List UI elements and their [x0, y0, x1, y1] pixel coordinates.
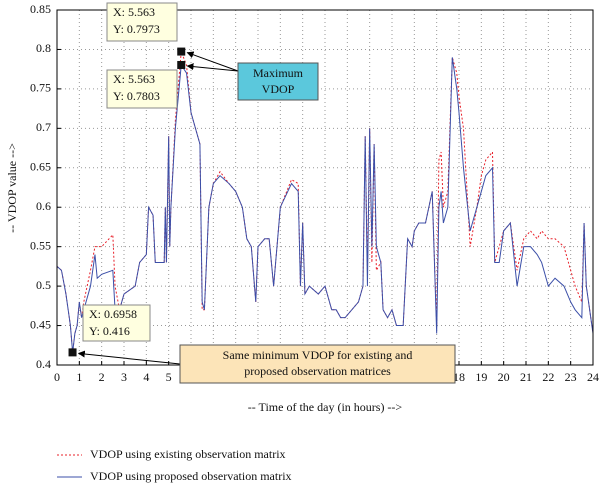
- callout-text: Maximum: [253, 66, 304, 80]
- x-tick-label: 3: [121, 370, 127, 384]
- legend-label: VDOP using proposed observation matrix: [90, 469, 292, 483]
- callout-text: proposed observation matrices: [244, 364, 391, 378]
- arrow: [186, 51, 239, 72]
- series-line: [56, 57, 594, 353]
- x-tick-label: 18: [453, 370, 465, 384]
- x-tick-label: 1: [76, 370, 82, 384]
- datatip-box: [82, 304, 151, 342]
- y-tick-label: 0.85: [30, 2, 51, 16]
- datatip-marker: [68, 348, 77, 357]
- x-tick-label: 21: [520, 370, 532, 384]
- x-tick-label: 24: [587, 370, 599, 384]
- datatip-box: [106, 69, 178, 109]
- x-tick-label: 4: [143, 370, 149, 384]
- y-axis-label: -- VDOP value -->: [5, 143, 19, 233]
- callout-text: Same minimum VDOP for existing and: [223, 348, 413, 362]
- x-tick-label: 22: [542, 370, 554, 384]
- x-tick-label: 0: [54, 370, 60, 384]
- datatip-marker: [177, 47, 186, 56]
- datatip-text: Y: 0.416: [89, 324, 130, 338]
- y-tick-label: 0.75: [30, 81, 51, 95]
- x-tick-label: 23: [565, 370, 577, 384]
- y-tick-label: 0.5: [36, 278, 51, 292]
- legend-label: VDOP using existing observation matrix: [90, 447, 286, 461]
- datatip-text: X: 5.563: [113, 72, 155, 86]
- datatip-text: Y: 0.7973: [113, 22, 160, 36]
- callout-box: [179, 344, 456, 384]
- y-tick-label: 0.7: [36, 120, 51, 134]
- arrow: [77, 350, 181, 365]
- x-tick-label: 2: [99, 370, 105, 384]
- y-tick-label: 0.45: [30, 317, 51, 331]
- callout-box: [237, 62, 319, 101]
- x-axis-label: -- Time of the day (in hours) -->: [248, 400, 403, 414]
- callout-text: VDOP: [262, 82, 295, 96]
- y-tick-label: 0.6: [36, 199, 51, 213]
- y-tick-label: 0.55: [30, 238, 51, 252]
- datatip-text: Y: 0.7803: [113, 89, 160, 103]
- y-tick-label: 0.65: [30, 160, 51, 174]
- x-tick-label: 19: [475, 370, 487, 384]
- y-tick-label: 0.4: [36, 357, 51, 371]
- x-tick-label: 5: [166, 370, 172, 384]
- datatip-text: X: 0.6958: [89, 307, 137, 321]
- y-tick-label: 0.8: [36, 41, 51, 55]
- datatip-text: X: 5.563: [113, 5, 155, 19]
- datatip-box: [106, 2, 178, 42]
- arrow: [186, 63, 239, 72]
- datatip-marker: [177, 60, 186, 69]
- x-tick-label: 20: [498, 370, 510, 384]
